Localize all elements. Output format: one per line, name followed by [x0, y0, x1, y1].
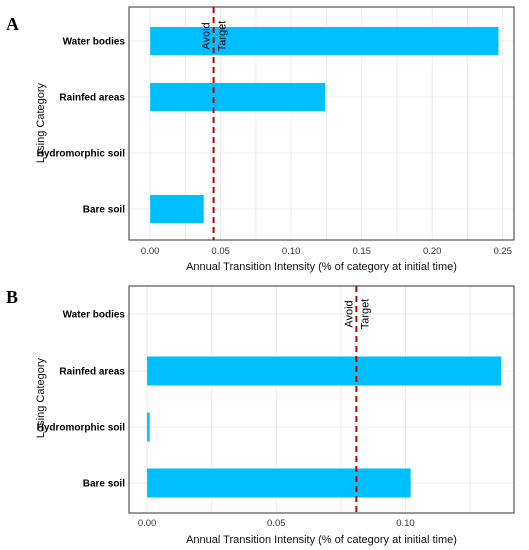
reference-label-target: Target: [217, 21, 229, 52]
x-tick-label: 0.10: [282, 246, 301, 257]
category-label: Bare soil: [83, 205, 125, 216]
x-tick-label: 0.20: [423, 246, 442, 257]
bar-0: [150, 27, 499, 55]
category-label: Bare soil: [83, 479, 125, 490]
bar-3: [147, 468, 411, 498]
bar-3: [150, 195, 204, 223]
category-label: Water bodies: [63, 37, 126, 48]
bar-2: [147, 412, 150, 442]
reference-label-target: Target: [359, 299, 371, 330]
y-axis-title: Losing Category: [35, 82, 47, 163]
category-label: Rainfed areas: [59, 367, 125, 378]
x-axis-title: Annual Transition Intensity (% of catego…: [186, 534, 457, 546]
x-tick-label: 0.05: [211, 246, 230, 257]
x-tick-label: 0.10: [396, 518, 415, 529]
category-label: Hydromorphic soil: [37, 423, 126, 434]
chart-panel-b: Water bodies Rainfed areas Hydromorphic so…: [35, 285, 515, 546]
x-tick-label: 0.25: [493, 246, 512, 257]
panel-label-b: B: [6, 287, 18, 307]
category-label: Rainfed areas: [59, 93, 125, 104]
reference-label-avoid: Avoid: [343, 300, 355, 327]
reference-label-avoid: Avoid: [201, 22, 213, 49]
plot-frame: [128, 6, 515, 241]
category-label: Water bodies: [63, 310, 126, 321]
category-label: Hydromorphic soil: [37, 149, 126, 160]
bar-1: [150, 83, 326, 111]
panel-label-a: A: [6, 14, 19, 34]
x-tick-label: 0.15: [352, 246, 371, 257]
y-axis-title: Losing Category: [35, 357, 47, 438]
x-tick-label: 0.00: [138, 518, 157, 529]
chart-panel-a: Water bodies Rainfed areas Hydromorphic so…: [35, 6, 515, 273]
x-tick-label: 0.05: [267, 518, 286, 529]
bar-1: [147, 356, 502, 386]
x-tick-label: 0.00: [141, 246, 160, 257]
x-axis-title: Annual Transition Intensity (% of catego…: [186, 261, 457, 273]
plot-frame: [128, 285, 515, 514]
